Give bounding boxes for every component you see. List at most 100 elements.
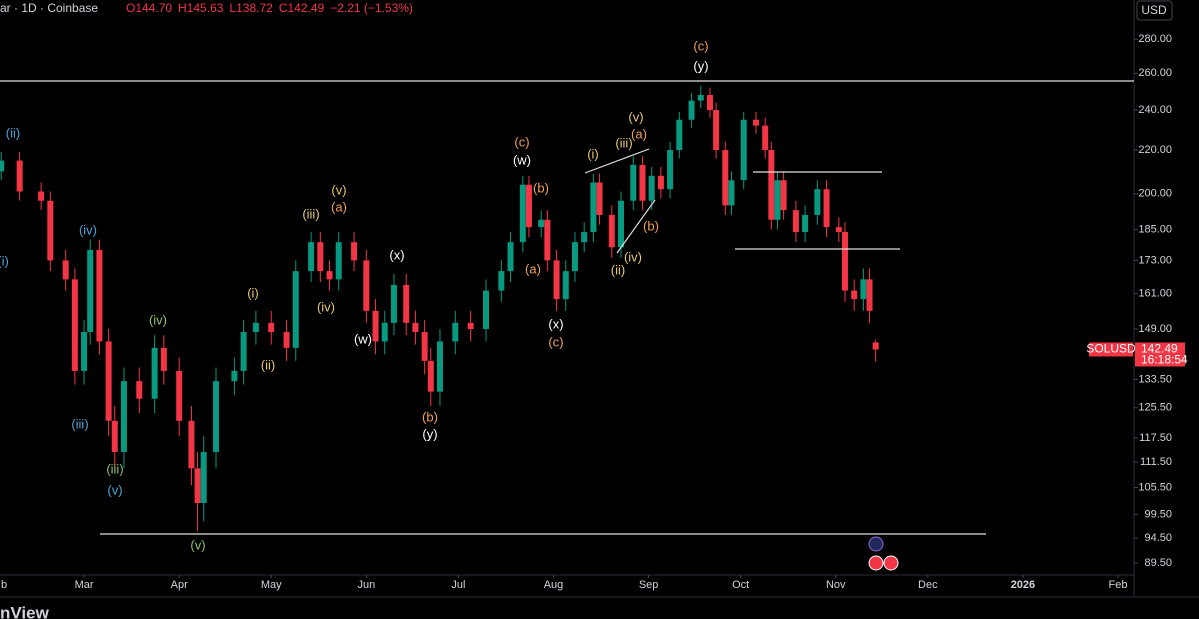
wave-label: (ii) — [261, 357, 275, 372]
wave-label: (v) — [107, 482, 122, 497]
y-tick-label: 133.50 — [1138, 373, 1172, 385]
y-tick-label: 260.00 — [1138, 67, 1172, 79]
candle-body — [814, 189, 821, 215]
x-tick-label: Sep — [639, 579, 659, 591]
candle-body — [483, 290, 489, 329]
x-tick-label: Apr — [171, 579, 188, 591]
candle-body — [436, 341, 443, 392]
candle-body — [381, 322, 388, 342]
event-icon[interactable] — [883, 555, 899, 571]
last-price-symbol: SOLUSD — [1086, 342, 1136, 356]
x-tick-label: Aug — [544, 579, 564, 591]
candle-body — [151, 347, 158, 399]
candle-body — [16, 160, 23, 192]
candle-body — [657, 175, 664, 190]
candle-body — [823, 189, 830, 228]
candle-body — [200, 451, 207, 504]
candle-body — [872, 342, 879, 350]
candle-body — [639, 164, 646, 201]
x-tick-label: Jul — [451, 579, 465, 591]
y-tick-label: 94.50 — [1144, 532, 1172, 544]
y-tick-label: 149.00 — [1138, 323, 1172, 335]
currency-button[interactable] — [1136, 0, 1173, 21]
candle-body — [176, 370, 183, 421]
candle-body — [768, 150, 775, 220]
wave-label: (iv) — [624, 249, 642, 264]
candle-body — [47, 200, 54, 261]
wave-label: (c) — [514, 134, 529, 149]
candle-body — [105, 341, 112, 421]
wave-label: (b) — [533, 180, 549, 195]
candle-body — [676, 119, 683, 151]
candle-body — [317, 242, 324, 272]
y-tick-label: 185.00 — [1138, 223, 1172, 235]
x-tick-label: Feb — [1109, 579, 1128, 591]
y-tick-label: 220.00 — [1138, 144, 1172, 156]
event-icon[interactable] — [868, 536, 884, 552]
candle-body — [87, 249, 94, 333]
candle-body — [96, 249, 103, 342]
wave-label: (b) — [422, 409, 438, 424]
candle-body — [62, 260, 69, 280]
event-icon[interactable] — [868, 555, 884, 571]
y-tick-label: 161.00 — [1138, 287, 1172, 299]
x-tick-label: Jun — [357, 579, 375, 591]
candle-body — [412, 322, 419, 333]
candle-body — [596, 182, 603, 215]
wave-label: (iii) — [615, 135, 632, 150]
wave-label: (iii) — [106, 461, 123, 476]
candle-body — [507, 242, 514, 272]
candle-body — [188, 420, 195, 469]
candle-body — [160, 347, 167, 371]
candle-body — [841, 232, 848, 291]
candle-body — [866, 279, 873, 311]
candle-body — [403, 284, 410, 323]
wave-label: (v) — [190, 537, 205, 552]
wave-label: (c) — [693, 38, 708, 53]
wave-label: (w) — [354, 331, 372, 346]
candle-body — [111, 420, 118, 452]
y-tick-label: 99.50 — [1144, 508, 1172, 520]
candle-body — [351, 242, 358, 261]
candle-body — [421, 332, 428, 361]
candle-body — [608, 214, 615, 248]
candle-body — [562, 271, 569, 300]
candle-body — [697, 95, 704, 101]
candle-body — [581, 232, 588, 243]
x-tick-label: Dec — [918, 579, 938, 591]
last-price-label: 142.49 — [1141, 342, 1178, 356]
wave-label: (iv) — [79, 222, 97, 237]
wave-label: (x) — [548, 316, 563, 331]
wave-label: (ii) — [6, 125, 20, 140]
candle-body — [390, 284, 397, 323]
candle-body — [452, 322, 459, 342]
y-tick-label: 280.00 — [1138, 33, 1172, 45]
currency: USD — [1141, 3, 1167, 17]
wave-label: (y) — [693, 58, 708, 73]
wave-label: (v) — [331, 182, 346, 197]
candle-body — [722, 150, 729, 206]
x-tick-label: Mar — [75, 579, 94, 591]
candle-body — [728, 180, 735, 206]
ohlc-value: L138.72 — [229, 1, 273, 15]
footer-logo: nView — [0, 603, 50, 619]
candle-body — [0, 160, 5, 172]
y-tick-label: 173.00 — [1138, 254, 1172, 266]
candle-body — [240, 332, 247, 371]
candle-body — [688, 100, 695, 120]
candle-body — [571, 242, 578, 272]
wave-label: (c) — [548, 334, 563, 349]
candle-body — [292, 271, 299, 348]
wave-label: (iv) — [317, 299, 335, 314]
ohlc-value: H145.63 — [178, 1, 224, 15]
candle-body — [231, 370, 238, 382]
candle-body — [283, 332, 290, 348]
wave-label: (w) — [513, 152, 531, 167]
wave-label: (iii) — [71, 416, 88, 431]
candle-body — [762, 125, 769, 151]
candle-body — [372, 310, 379, 342]
wave-label: (a) — [631, 126, 647, 141]
candle-body — [753, 119, 759, 126]
wave-label: (iv) — [149, 312, 167, 327]
candle-body — [81, 332, 88, 371]
